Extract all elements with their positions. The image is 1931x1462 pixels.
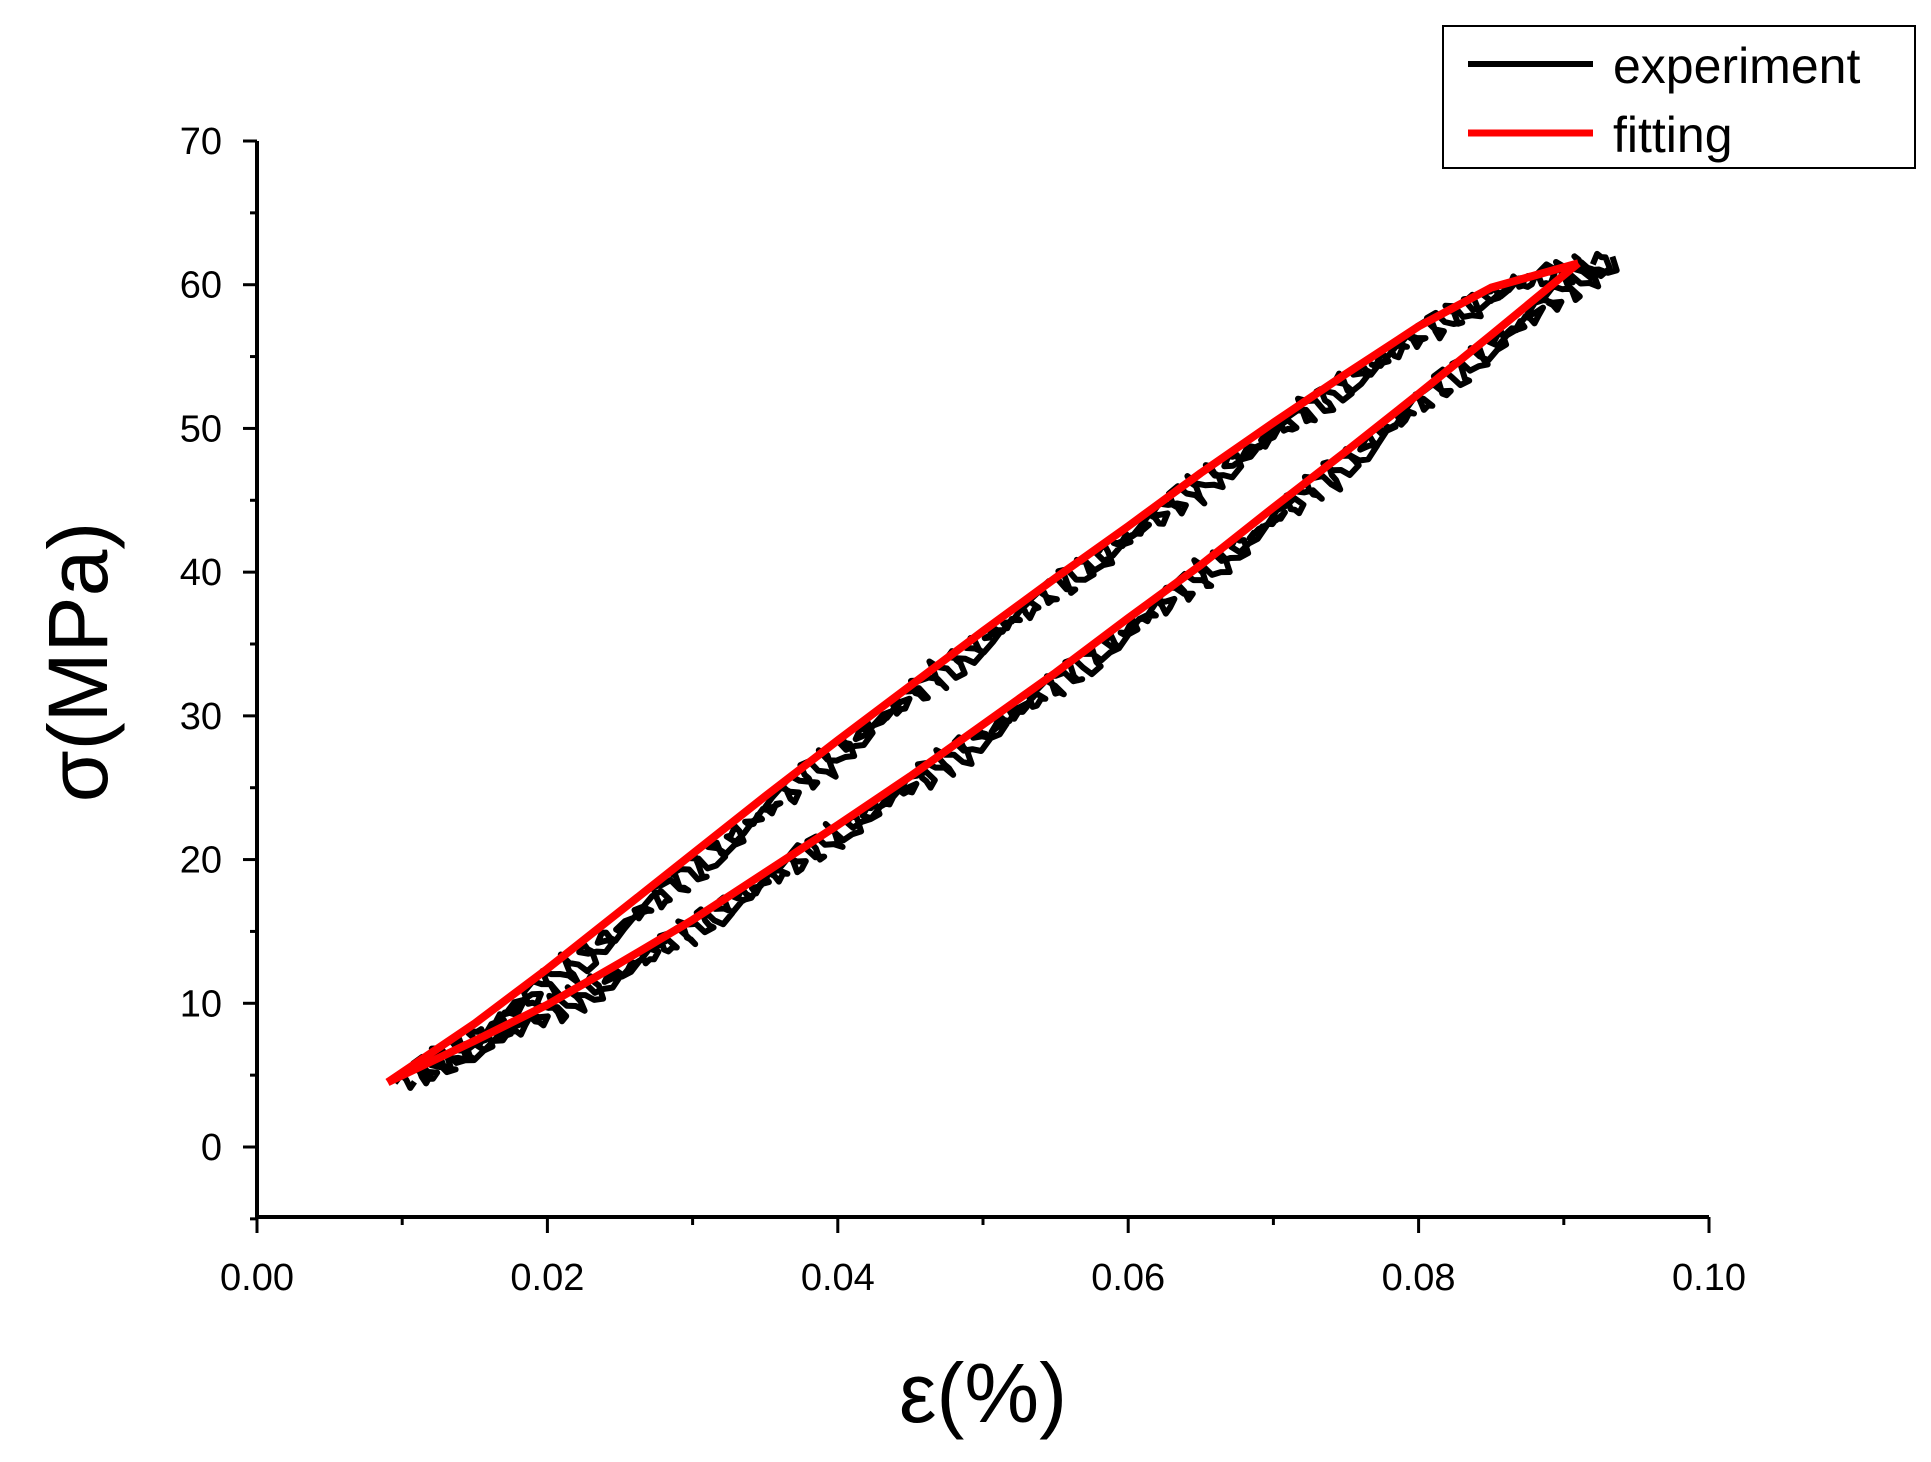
- y-tick-label: 30: [180, 696, 222, 738]
- x-tick-label: 0.08: [1382, 1257, 1456, 1299]
- y-tick-label: 50: [180, 408, 222, 450]
- experiment-unloading-line: [398, 255, 1620, 1091]
- fitting-unloading-line: [385, 260, 1581, 1086]
- x-ticks: 0.00 0.02 0.04 0.06 0.08 0.10: [220, 1217, 1746, 1299]
- legend-label-experiment: experiment: [1613, 38, 1860, 94]
- y-tick-label: 70: [180, 121, 222, 163]
- x-tick-label: 0.10: [1672, 1257, 1746, 1299]
- x-tick-label: 0.06: [1091, 1257, 1165, 1299]
- axes: 0 10 20 30 40 50 60 70 0.00 0.02 0.04 0.06 0.08 0.10: [180, 121, 1746, 1299]
- legend: experiment fitting: [1442, 25, 1916, 169]
- x-tick-label: 0.00: [220, 1257, 294, 1299]
- legend-label-fitting: fitting: [1613, 107, 1733, 163]
- y-ticks: 0 10 20 30 40 50 60 70: [180, 121, 257, 1221]
- y-tick-label: 0: [201, 1127, 222, 1169]
- x-axis-title: ε(%): [899, 1346, 1067, 1440]
- x-tick-label: 0.02: [510, 1257, 584, 1299]
- y-tick-label: 20: [180, 840, 222, 882]
- y-tick-label: 40: [180, 552, 222, 594]
- legend-box: [1442, 25, 1916, 169]
- fitting-loading-line: [385, 259, 1580, 1086]
- series-layer: [385, 250, 1620, 1091]
- y-axis-title: σ(MPa): [31, 522, 125, 803]
- x-tick-label: 0.04: [801, 1257, 875, 1299]
- experiment-loading-line: [392, 250, 1613, 1087]
- y-tick-label: 10: [180, 983, 222, 1025]
- y-tick-label: 60: [180, 265, 222, 307]
